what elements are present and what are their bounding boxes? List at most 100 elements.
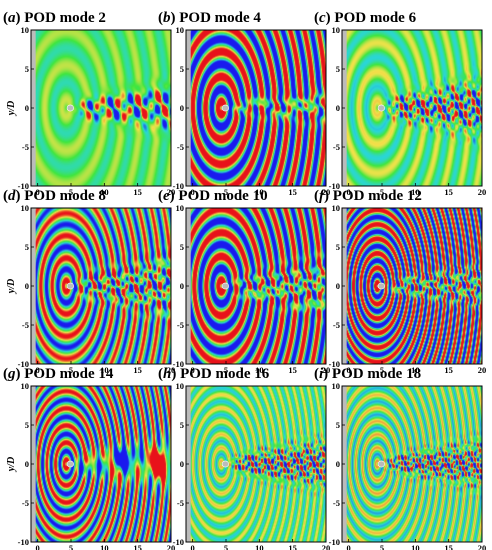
x-tick-label: 0 <box>36 187 40 197</box>
y-tick-label: -5 <box>22 320 29 330</box>
x-tick-label: 15 <box>133 543 142 550</box>
cylinder-body <box>221 460 229 468</box>
contour-field <box>342 30 482 186</box>
x-tick-label: 0 <box>191 365 195 375</box>
y-tick-label: 0 <box>25 103 29 113</box>
x-tick-label: 5 <box>224 187 228 197</box>
cylinder-body <box>66 460 74 468</box>
x-tick-label: 15 <box>288 187 297 197</box>
y-tick-label: 0 <box>336 281 340 291</box>
y-tick-label: -5 <box>177 142 184 152</box>
panel-title: (c) POD mode 6 <box>314 10 417 26</box>
panel-title: (h) POD mode 16 <box>158 366 270 382</box>
x-tick-label: 0 <box>347 365 351 375</box>
y-tick-label: 5 <box>336 420 340 430</box>
x-tick-label: 10 <box>255 187 264 197</box>
contour-field <box>31 208 171 364</box>
x-tick-label: 0 <box>347 543 351 550</box>
y-tick-label: 5 <box>180 64 184 74</box>
x-tick-label: 20 <box>478 365 487 375</box>
y-tick-label: -5 <box>22 142 29 152</box>
panel-title: (a) POD mode 2 <box>3 10 106 26</box>
x-tick-label: 10 <box>255 365 264 375</box>
y-tick-label: 10 <box>332 381 341 391</box>
panel-title: (b) POD mode 4 <box>158 10 261 26</box>
contour-field <box>342 386 482 542</box>
x-tick-label: 15 <box>288 365 297 375</box>
x-tick-label: 10 <box>411 187 420 197</box>
contour-field <box>186 386 326 542</box>
panel-title: (f) POD mode 12 <box>314 188 422 204</box>
y-tick-label: -5 <box>333 498 340 508</box>
x-tick-label: 10 <box>100 365 109 375</box>
contour-field <box>186 30 326 186</box>
x-tick-label: 15 <box>133 187 142 197</box>
y-tick-label: -5 <box>333 320 340 330</box>
contour-field <box>31 386 171 542</box>
y-tick-label: -5 <box>333 142 340 152</box>
y-tick-label: 10 <box>21 25 30 35</box>
y-tick-label: 10 <box>332 203 341 213</box>
cylinder-body <box>66 104 74 112</box>
panel-2: (b) POD mode 4 0 5 10 15 20 10 5 0 -5 -10 <box>158 10 330 197</box>
x-tick-label: 0 <box>347 187 351 197</box>
panel-1: (a) POD mode 2 0 5 10 15 20 10 5 0 -5 -10 y/D <box>3 10 175 197</box>
x-tick-label: 20 <box>167 543 176 550</box>
y-axis-label: y/D <box>6 279 17 294</box>
cylinder-body <box>221 104 229 112</box>
x-tick-label: 5 <box>69 365 73 375</box>
y-tick-label: 0 <box>25 281 29 291</box>
y-tick-label: -5 <box>177 320 184 330</box>
y-tick-label: -10 <box>329 359 340 369</box>
cylinder-body <box>221 282 229 290</box>
y-axis-label: y/D <box>6 101 17 116</box>
y-tick-label: -5 <box>177 498 184 508</box>
x-tick-label: 10 <box>411 365 420 375</box>
panel-title: (g) POD mode 14 <box>3 366 114 382</box>
x-tick-label: 0 <box>191 187 195 197</box>
y-tick-label: -5 <box>22 498 29 508</box>
y-tick-label: 5 <box>336 64 340 74</box>
y-tick-label: 5 <box>180 242 184 252</box>
x-tick-label: 20 <box>478 543 487 550</box>
x-tick-label: 20 <box>167 365 176 375</box>
y-tick-label: 0 <box>336 103 340 113</box>
x-tick-label: 0 <box>191 543 195 550</box>
x-tick-label: 15 <box>288 543 297 550</box>
cylinder-body <box>377 104 385 112</box>
y-tick-label: -10 <box>18 181 29 191</box>
x-tick-label: 20 <box>322 543 331 550</box>
y-tick-label: 5 <box>25 242 29 252</box>
y-tick-label: 5 <box>25 420 29 430</box>
y-tick-label: 10 <box>21 381 30 391</box>
x-tick-label: 15 <box>444 365 453 375</box>
panel-3: (c) POD mode 6 0 5 10 15 20 10 5 0 -5 -10 <box>314 10 486 197</box>
y-tick-label: 10 <box>176 381 185 391</box>
x-tick-label: 5 <box>69 543 73 550</box>
y-axis-label: y/D <box>6 457 17 472</box>
x-tick-label: 5 <box>380 365 384 375</box>
y-tick-label: -10 <box>329 537 340 547</box>
contour-field <box>342 208 482 364</box>
x-tick-label: 15 <box>133 365 142 375</box>
cylinder-body <box>377 282 385 290</box>
x-tick-label: 10 <box>100 187 109 197</box>
cylinder-body <box>377 460 385 468</box>
y-tick-label: -10 <box>173 537 184 547</box>
y-tick-label: -10 <box>18 359 29 369</box>
x-tick-label: 5 <box>380 187 384 197</box>
x-tick-label: 0 <box>36 365 40 375</box>
contour-field <box>186 208 326 364</box>
y-tick-label: 10 <box>332 25 341 35</box>
x-tick-label: 20 <box>478 187 487 197</box>
y-tick-label: -10 <box>329 181 340 191</box>
x-tick-label: 20 <box>322 365 331 375</box>
y-tick-label: 0 <box>25 459 29 469</box>
